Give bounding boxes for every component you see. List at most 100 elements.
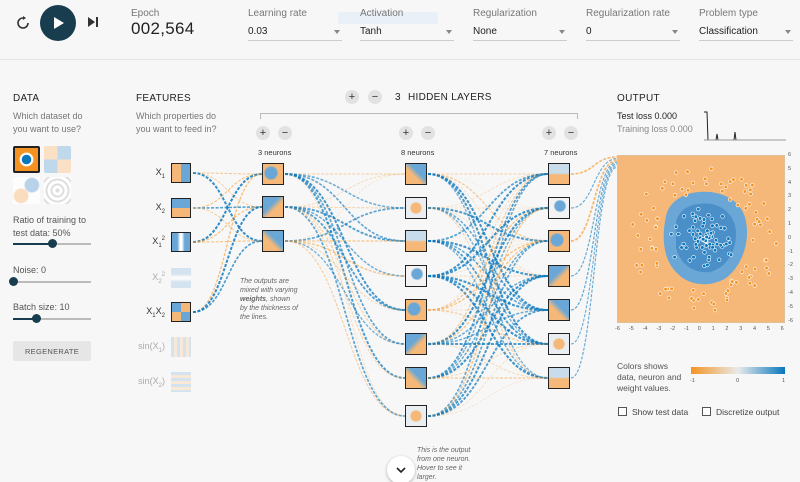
weight-link bbox=[427, 309, 549, 379]
neuron[interactable] bbox=[405, 405, 427, 427]
add-layer-button[interactable]: + bbox=[345, 90, 359, 104]
step-button[interactable] bbox=[84, 13, 102, 31]
data-point bbox=[718, 243, 723, 248]
weight-link bbox=[284, 173, 406, 242]
neuron-note-line: from one neuron. bbox=[417, 456, 471, 463]
learning-rate-select[interactable]: 0.03 bbox=[248, 24, 342, 41]
regularization-rate-select[interactable]: 0 bbox=[586, 24, 680, 41]
neuron[interactable] bbox=[548, 197, 570, 219]
play-pause-button[interactable] bbox=[40, 5, 76, 41]
feature-node[interactable] bbox=[171, 232, 191, 252]
data-point bbox=[742, 189, 747, 194]
data-point bbox=[730, 279, 735, 284]
data-point bbox=[723, 291, 729, 296]
data-point bbox=[734, 280, 739, 285]
neuron[interactable] bbox=[548, 333, 570, 355]
weight-link bbox=[427, 274, 549, 418]
neuron[interactable] bbox=[405, 333, 427, 355]
neuron[interactable] bbox=[548, 163, 570, 185]
data-point bbox=[663, 287, 668, 292]
y-tick-label: 0 bbox=[788, 234, 792, 241]
add-neuron-button[interactable]: + bbox=[542, 126, 556, 140]
ratio-slider[interactable] bbox=[13, 239, 91, 249]
show-test-data-checkbox[interactable] bbox=[618, 407, 627, 416]
slider-thumb[interactable] bbox=[9, 277, 18, 286]
reset-button[interactable] bbox=[13, 13, 33, 33]
feature-node[interactable] bbox=[171, 302, 191, 322]
data-point bbox=[710, 245, 715, 250]
colors-legend-text: Colors shows data, neuron and weight val… bbox=[617, 361, 681, 394]
slider-thumb[interactable] bbox=[48, 239, 57, 248]
neuron[interactable] bbox=[405, 230, 427, 252]
chevron-down-icon bbox=[334, 30, 340, 34]
top-control-bar: Epoch 002,564 Learning rate 0.03 Activat… bbox=[0, 0, 800, 60]
neuron[interactable] bbox=[405, 367, 427, 389]
feature-node[interactable] bbox=[171, 337, 191, 357]
weight-link bbox=[427, 343, 549, 379]
remove-layer-button[interactable]: − bbox=[368, 90, 382, 104]
discretize-output-checkbox[interactable] bbox=[702, 407, 711, 416]
weight-link bbox=[427, 240, 549, 379]
data-point bbox=[690, 180, 696, 185]
neuron[interactable] bbox=[405, 197, 427, 219]
weight-link bbox=[284, 240, 406, 311]
learning-rate-value: 0.03 bbox=[248, 26, 268, 37]
feature-node[interactable] bbox=[171, 372, 191, 392]
batch-size-slider[interactable] bbox=[13, 314, 91, 324]
weight-link bbox=[284, 173, 406, 417]
data-point bbox=[662, 179, 667, 184]
dataset-xor[interactable] bbox=[44, 146, 71, 173]
dataset-circle[interactable] bbox=[13, 146, 40, 173]
data-point bbox=[726, 236, 731, 241]
weights-note-line: mixed with varying bbox=[240, 287, 298, 294]
remove-neuron-button[interactable]: − bbox=[278, 126, 292, 140]
dataset-gaussian[interactable] bbox=[13, 177, 40, 204]
weight-link bbox=[427, 206, 549, 346]
regularization-select[interactable]: None bbox=[473, 24, 567, 41]
neuron[interactable] bbox=[405, 163, 427, 185]
neuron[interactable] bbox=[405, 265, 427, 287]
chevron-down-icon bbox=[559, 30, 565, 34]
x-tick-label: -4 bbox=[642, 326, 648, 332]
network-links bbox=[192, 156, 618, 418]
data-point bbox=[723, 184, 728, 189]
data-point bbox=[639, 263, 645, 268]
noise-slider[interactable] bbox=[9, 277, 91, 287]
data-point bbox=[638, 270, 643, 275]
neuron[interactable] bbox=[548, 230, 570, 252]
output-heatmap[interactable] bbox=[617, 155, 785, 323]
neuron[interactable] bbox=[262, 196, 284, 218]
neuron[interactable] bbox=[262, 230, 284, 252]
data-point bbox=[704, 234, 709, 240]
add-neuron-button[interactable]: + bbox=[399, 126, 413, 140]
data-point bbox=[695, 228, 700, 233]
feature-node[interactable] bbox=[171, 198, 191, 218]
neuron[interactable] bbox=[405, 299, 427, 321]
remove-neuron-button[interactable]: − bbox=[421, 126, 435, 140]
weight-link bbox=[192, 172, 263, 175]
slider-thumb[interactable] bbox=[32, 314, 42, 323]
data-point bbox=[686, 188, 691, 193]
add-neuron-button[interactable]: + bbox=[256, 126, 270, 140]
features-title: FEATURES bbox=[136, 93, 191, 104]
scroll-down-button[interactable] bbox=[387, 456, 415, 482]
remove-neuron-button[interactable]: − bbox=[564, 126, 578, 140]
data-point bbox=[634, 263, 639, 268]
regenerate-button[interactable]: REGENERATE bbox=[13, 341, 91, 361]
neuron[interactable] bbox=[548, 367, 570, 389]
neuron[interactable] bbox=[262, 163, 284, 185]
neuron-count-label: 7 neurons bbox=[544, 148, 578, 157]
feature-node[interactable] bbox=[171, 163, 191, 183]
dataset-spiral[interactable] bbox=[44, 177, 71, 204]
data-point bbox=[765, 216, 770, 221]
neuron[interactable] bbox=[548, 299, 570, 321]
data-point bbox=[693, 242, 698, 247]
legend-text-line: Colors shows bbox=[617, 361, 669, 371]
problem-type-select[interactable]: Classification bbox=[699, 24, 793, 41]
data-point bbox=[707, 242, 712, 247]
x-tick-label: -2 bbox=[670, 326, 676, 332]
ghost-tooltip-bar bbox=[338, 12, 438, 24]
neuron[interactable] bbox=[548, 265, 570, 287]
activation-select[interactable]: Tanh bbox=[360, 24, 454, 41]
feature-node[interactable] bbox=[171, 268, 191, 288]
